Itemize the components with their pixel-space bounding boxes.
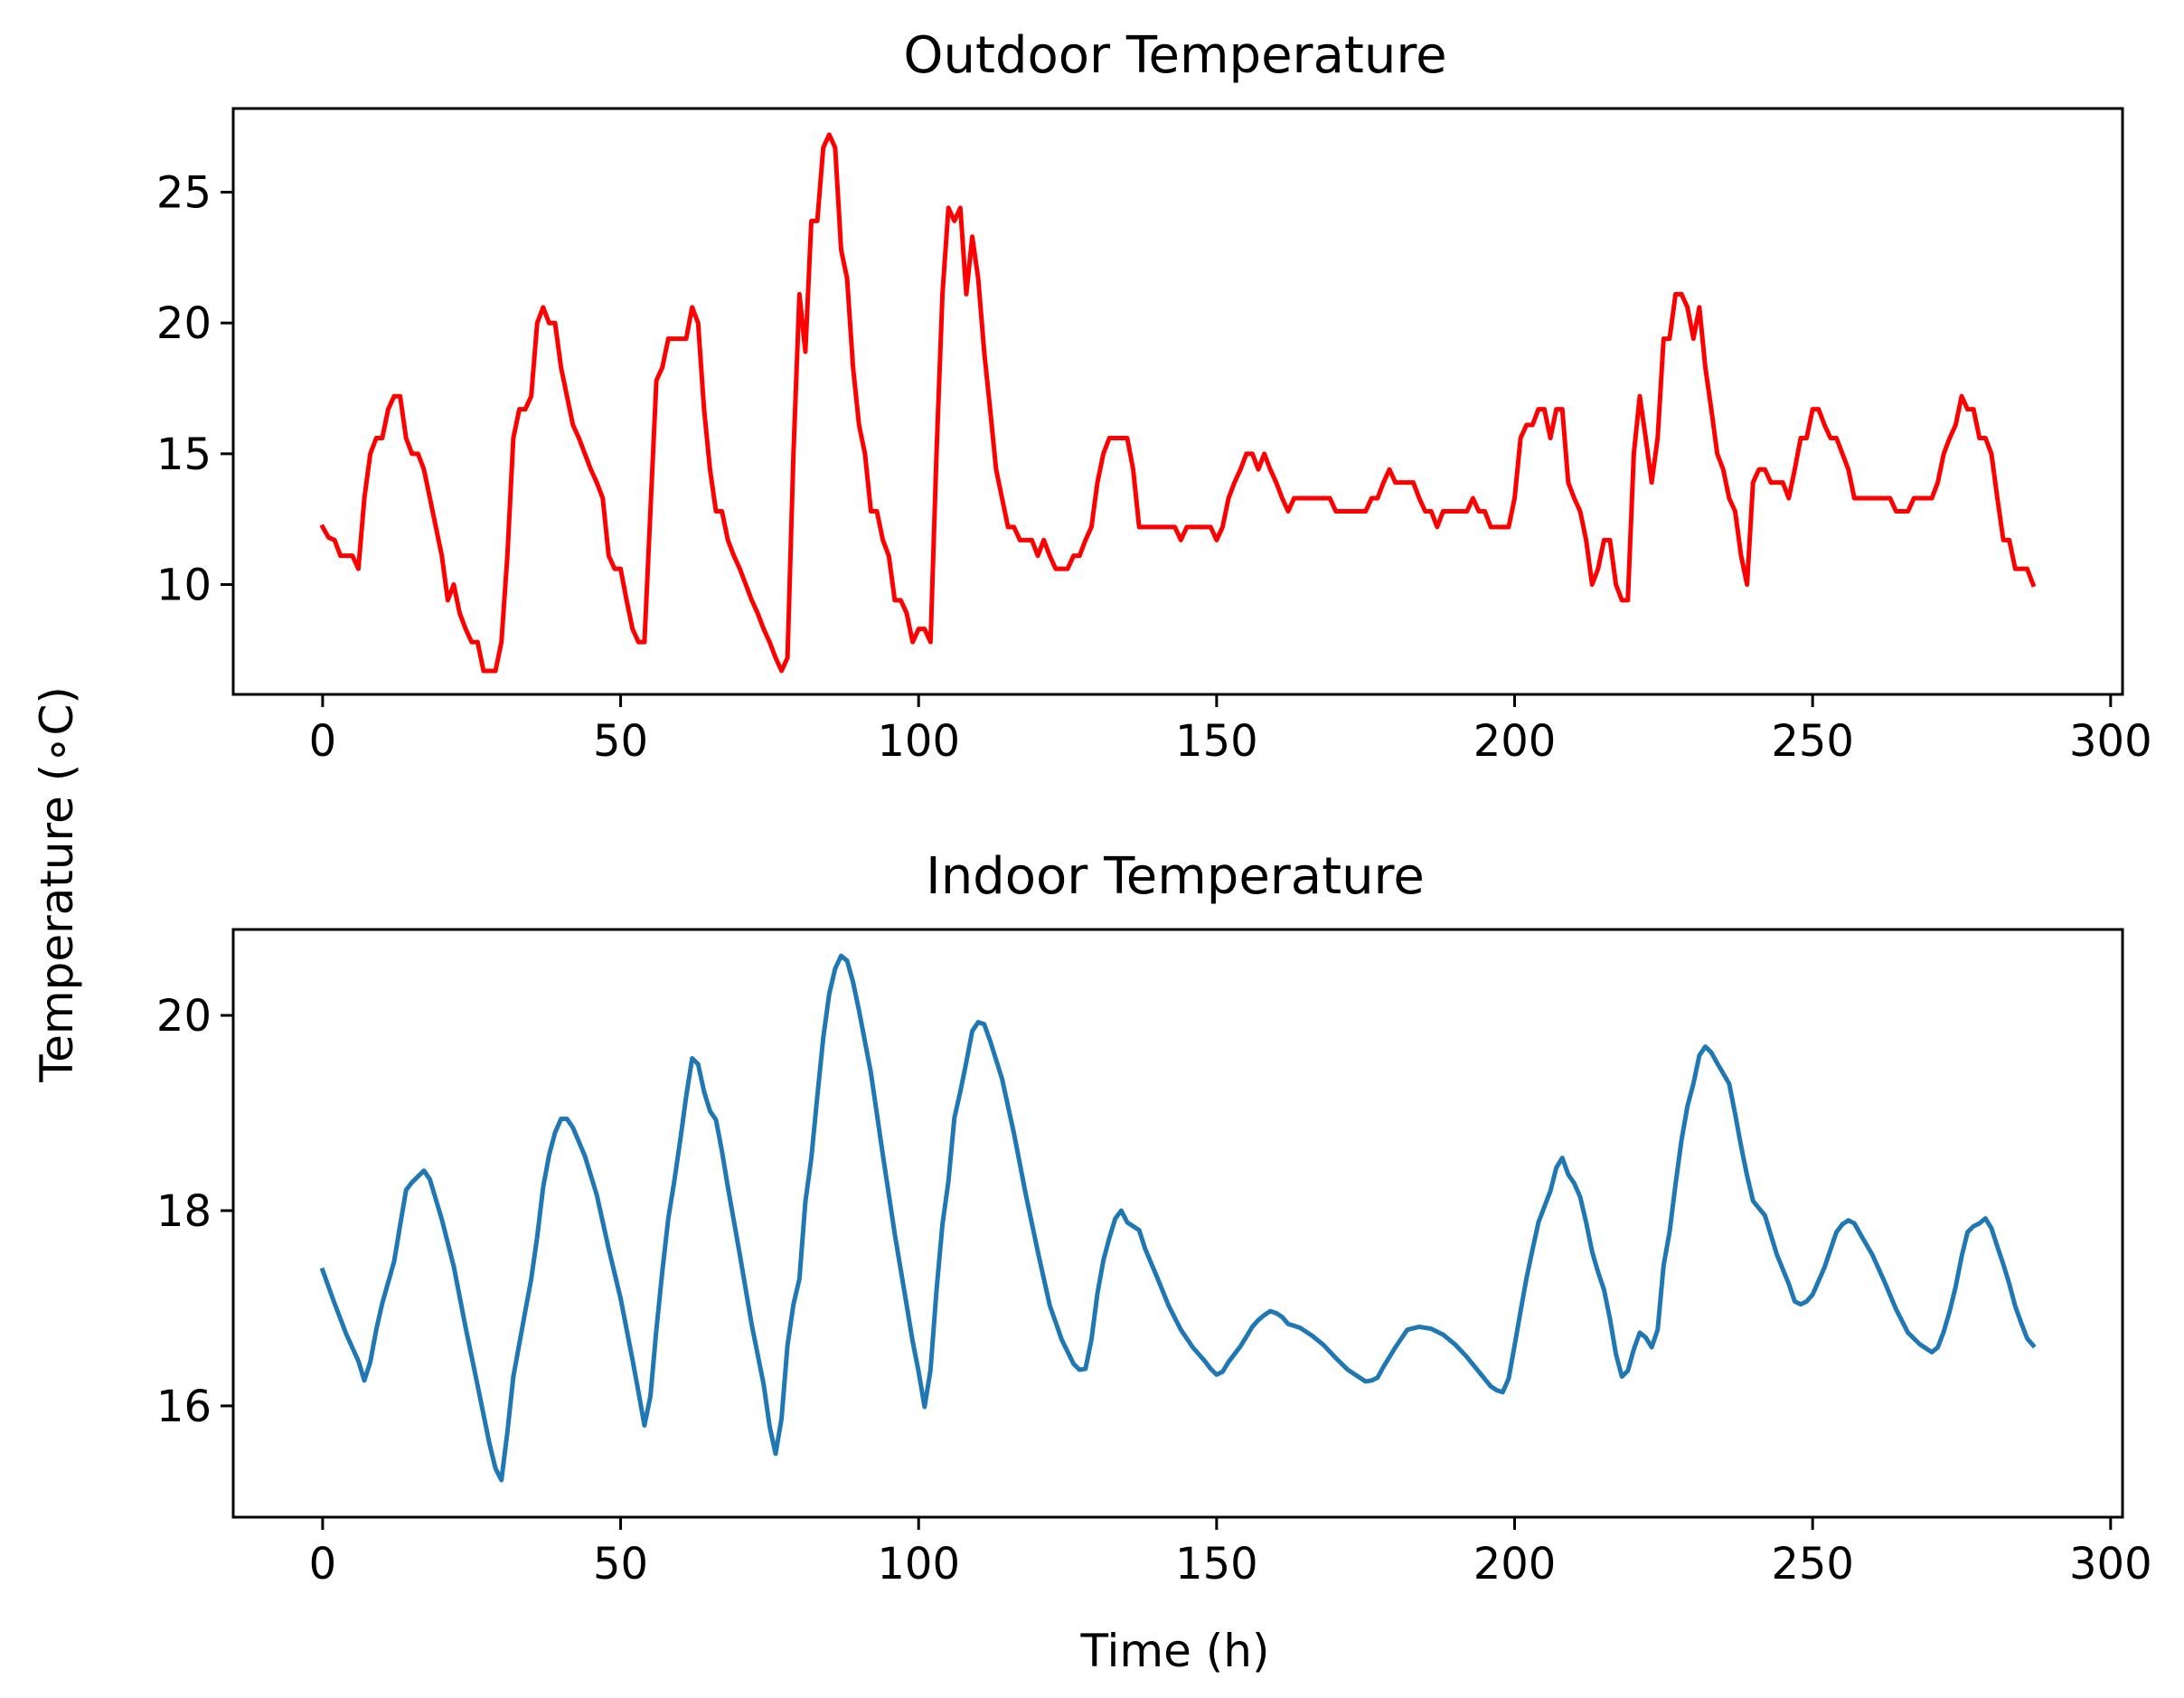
indoor-axes-frame xyxy=(231,928,2124,1519)
outdoor-x-tick-label: 150 xyxy=(1175,716,1258,767)
indoor-x-tick-label: 0 xyxy=(309,1539,337,1590)
outdoor-series-group xyxy=(319,132,2037,674)
indoor-x-tick-label: 50 xyxy=(593,1539,648,1590)
outdoor-x-tick-label: 100 xyxy=(877,716,960,767)
outdoor-y-tick-label: 20 xyxy=(156,298,212,349)
indoor-x-tick-label: 150 xyxy=(1175,1539,1258,1590)
outdoor-x-tick-label: 0 xyxy=(309,716,337,767)
indoor-temperature-panel: Indoor Temperature 0 50 100 150 200 250 300 16 1… xyxy=(156,847,2152,1677)
indoor-chart-title: Indoor Temperature xyxy=(926,847,1425,906)
indoor-series-group xyxy=(319,953,2037,1483)
outdoor-x-tick-label: 300 xyxy=(2069,716,2152,767)
outdoor-temperature-line xyxy=(319,132,2037,674)
indoor-x-tick-label: 300 xyxy=(2069,1539,2152,1590)
outdoor-x-tick-label: 50 xyxy=(593,716,648,767)
outdoor-chart-title: Outdoor Temperature xyxy=(903,26,1446,85)
indoor-y-tick-label: 20 xyxy=(156,991,212,1042)
outdoor-y-tick-label: 10 xyxy=(156,561,212,611)
indoor-x-tick-label: 200 xyxy=(1473,1539,1557,1590)
indoor-y-tick-label: 16 xyxy=(156,1382,212,1432)
shared-y-axis-label: Temperature (∘C) xyxy=(31,686,83,1083)
indoor-temperature-line xyxy=(319,953,2037,1483)
outdoor-x-tick-label: 250 xyxy=(1771,716,1854,767)
indoor-x-tick-label: 100 xyxy=(877,1539,960,1590)
indoor-x-tick-label: 250 xyxy=(1771,1539,1854,1590)
outdoor-y-tick-label: 25 xyxy=(156,168,212,219)
outdoor-x-tick-label: 200 xyxy=(1473,716,1557,767)
x-axis-label: Time (h) xyxy=(1080,1625,1270,1677)
outdoor-axes-frame xyxy=(231,107,2124,696)
outdoor-temperature-panel: Outdoor Temperature 0 50 100 150 200 250 300 10… xyxy=(156,26,2152,767)
outdoor-y-tick-label: 15 xyxy=(156,429,212,480)
indoor-y-tick-label: 18 xyxy=(156,1186,212,1237)
